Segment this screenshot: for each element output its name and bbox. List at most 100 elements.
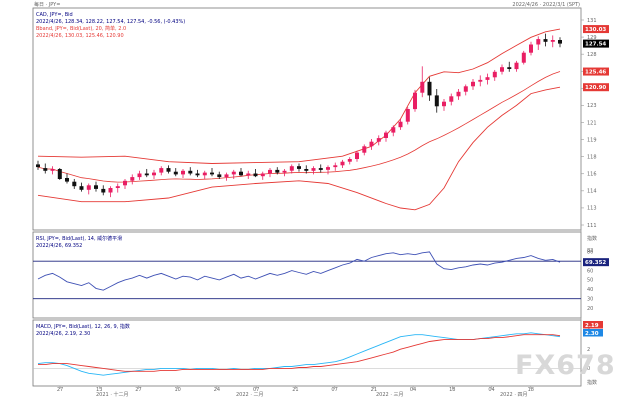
candle-body bbox=[333, 165, 338, 168]
candle-body bbox=[355, 152, 359, 159]
candle-body bbox=[376, 138, 381, 142]
header-left: 每日 · JPY= bbox=[34, 1, 60, 8]
candle-body bbox=[282, 170, 287, 173]
candle-body bbox=[362, 146, 367, 153]
candle-body bbox=[101, 188, 106, 193]
x-tick-label: 07 bbox=[253, 387, 259, 393]
candle-body bbox=[65, 178, 69, 182]
candle-body bbox=[217, 174, 222, 178]
price-tags: 130.03 127.54 125.46 120.90 bbox=[583, 25, 609, 92]
candle-body bbox=[297, 166, 301, 169]
candle-body bbox=[79, 186, 84, 190]
rsi-tick-label: 50 bbox=[587, 278, 593, 284]
candle-body bbox=[246, 173, 251, 176]
candle-body bbox=[434, 95, 439, 107]
x-month-1: 2022 · 二月 bbox=[236, 392, 264, 398]
candle-body bbox=[152, 172, 156, 176]
candle-body bbox=[57, 169, 62, 179]
price-tick-label: 128 bbox=[587, 52, 597, 58]
x-axis-ticks: 27 13 27 10 24 07 21 07 21 04 18 04 18 bbox=[57, 386, 534, 393]
rsi-tag: 69.352 bbox=[583, 258, 609, 267]
x-month-0: 2021 · 十二月 bbox=[96, 391, 129, 398]
rsi-legend-1: 2022/4/26, 69.352 bbox=[36, 243, 82, 249]
candle-body bbox=[369, 141, 374, 147]
macd-series bbox=[33, 332, 581, 376]
candle-body bbox=[304, 169, 309, 171]
price-tick-label: 119 bbox=[587, 137, 597, 143]
rsi-panel-frame bbox=[32, 231, 582, 319]
price-tag-box bbox=[583, 25, 609, 34]
price-legend-2: Bband, JPY=, Bid(Last), 20, 简单, 2.0 bbox=[36, 25, 126, 32]
macd-tag-text: 2.30 bbox=[585, 331, 599, 337]
rsi-tick-label: 80 bbox=[587, 250, 593, 256]
candle-body bbox=[391, 127, 396, 133]
rsi-tick-label: 40 bbox=[587, 287, 593, 293]
candle-body bbox=[558, 40, 562, 44]
candle-body bbox=[231, 171, 236, 175]
header-right: 2022/4/26 · 2022/3/1 (SPT) bbox=[512, 2, 580, 8]
candle-body bbox=[478, 79, 483, 82]
candle-body bbox=[456, 91, 461, 97]
macd-panel-frame bbox=[32, 319, 582, 387]
candle-body bbox=[420, 81, 425, 93]
candle-body bbox=[536, 39, 541, 45]
candle-body bbox=[188, 170, 193, 174]
price-tick-label: 123 bbox=[587, 103, 597, 109]
candlesticks bbox=[36, 33, 562, 198]
candle-body bbox=[514, 62, 519, 70]
x-tick-label: 04 bbox=[488, 387, 494, 393]
price-tag-text: 125.46 bbox=[585, 70, 606, 76]
candle-body bbox=[173, 171, 178, 175]
rsi-axis-ticks: 8280706050403020 bbox=[587, 248, 593, 312]
x-tick-label: 04 bbox=[410, 387, 416, 393]
bband-lower-line bbox=[37, 86, 561, 211]
candle-body bbox=[36, 164, 40, 168]
price-tag-box bbox=[583, 83, 609, 92]
price-tick-label: 111 bbox=[587, 223, 597, 229]
price-tick-label: 129 bbox=[587, 35, 597, 41]
candle-body bbox=[463, 86, 468, 92]
x-tick-label: 10 bbox=[175, 387, 181, 393]
macd-legend-1: 2022/4/26, 2.19, 2.30 bbox=[36, 331, 90, 337]
candle-body bbox=[521, 52, 526, 63]
candle-body bbox=[449, 96, 454, 102]
x-month-2: 2022 · 三月 bbox=[376, 392, 404, 398]
candle-body bbox=[398, 121, 403, 128]
price-tick-label: 121 bbox=[587, 120, 597, 126]
candle-body bbox=[413, 92, 417, 110]
price-tag-text: 130.03 bbox=[585, 27, 606, 33]
rsi-tick-label: 82 bbox=[587, 248, 593, 254]
candle-body bbox=[543, 39, 548, 42]
macd-tag-text: 2.19 bbox=[585, 323, 599, 329]
x-tick-label: 24 bbox=[214, 387, 220, 393]
rsi-axis-title: 指数 bbox=[587, 235, 597, 242]
candle-body bbox=[43, 168, 48, 171]
candle-body bbox=[347, 159, 352, 162]
x-tick-label: 07 bbox=[331, 387, 337, 393]
candle-body bbox=[268, 169, 272, 174]
candle-body bbox=[492, 71, 497, 78]
candle-body bbox=[159, 168, 164, 173]
rsi-tag-box bbox=[583, 258, 609, 267]
macd-legend-0: MACD, JPY=, Bid(Last), 12, 26, 9, 指数 bbox=[36, 323, 130, 330]
candle-body bbox=[260, 173, 265, 177]
price-axis-ticks: 131129128126124123121119118116114113111 bbox=[581, 18, 597, 229]
price-tick-label: 116 bbox=[587, 172, 597, 178]
price-panel-frame bbox=[32, 7, 582, 231]
candle-body bbox=[108, 188, 113, 193]
price-tag-text: 127.54 bbox=[585, 42, 606, 48]
macd-tick-label: 0 bbox=[587, 366, 590, 372]
macd-tag-box bbox=[583, 321, 603, 329]
rsi-line bbox=[37, 251, 561, 291]
candle-body bbox=[72, 181, 77, 187]
x-tick-label: 21 bbox=[292, 387, 298, 393]
rsi-tick-label: 20 bbox=[587, 306, 593, 312]
bband-upper-line bbox=[37, 28, 561, 164]
candle-body bbox=[50, 169, 55, 171]
x-tick-label: 13 bbox=[96, 387, 102, 393]
candle-body bbox=[202, 172, 207, 176]
candle-body bbox=[340, 161, 345, 166]
candle-body bbox=[253, 173, 258, 177]
